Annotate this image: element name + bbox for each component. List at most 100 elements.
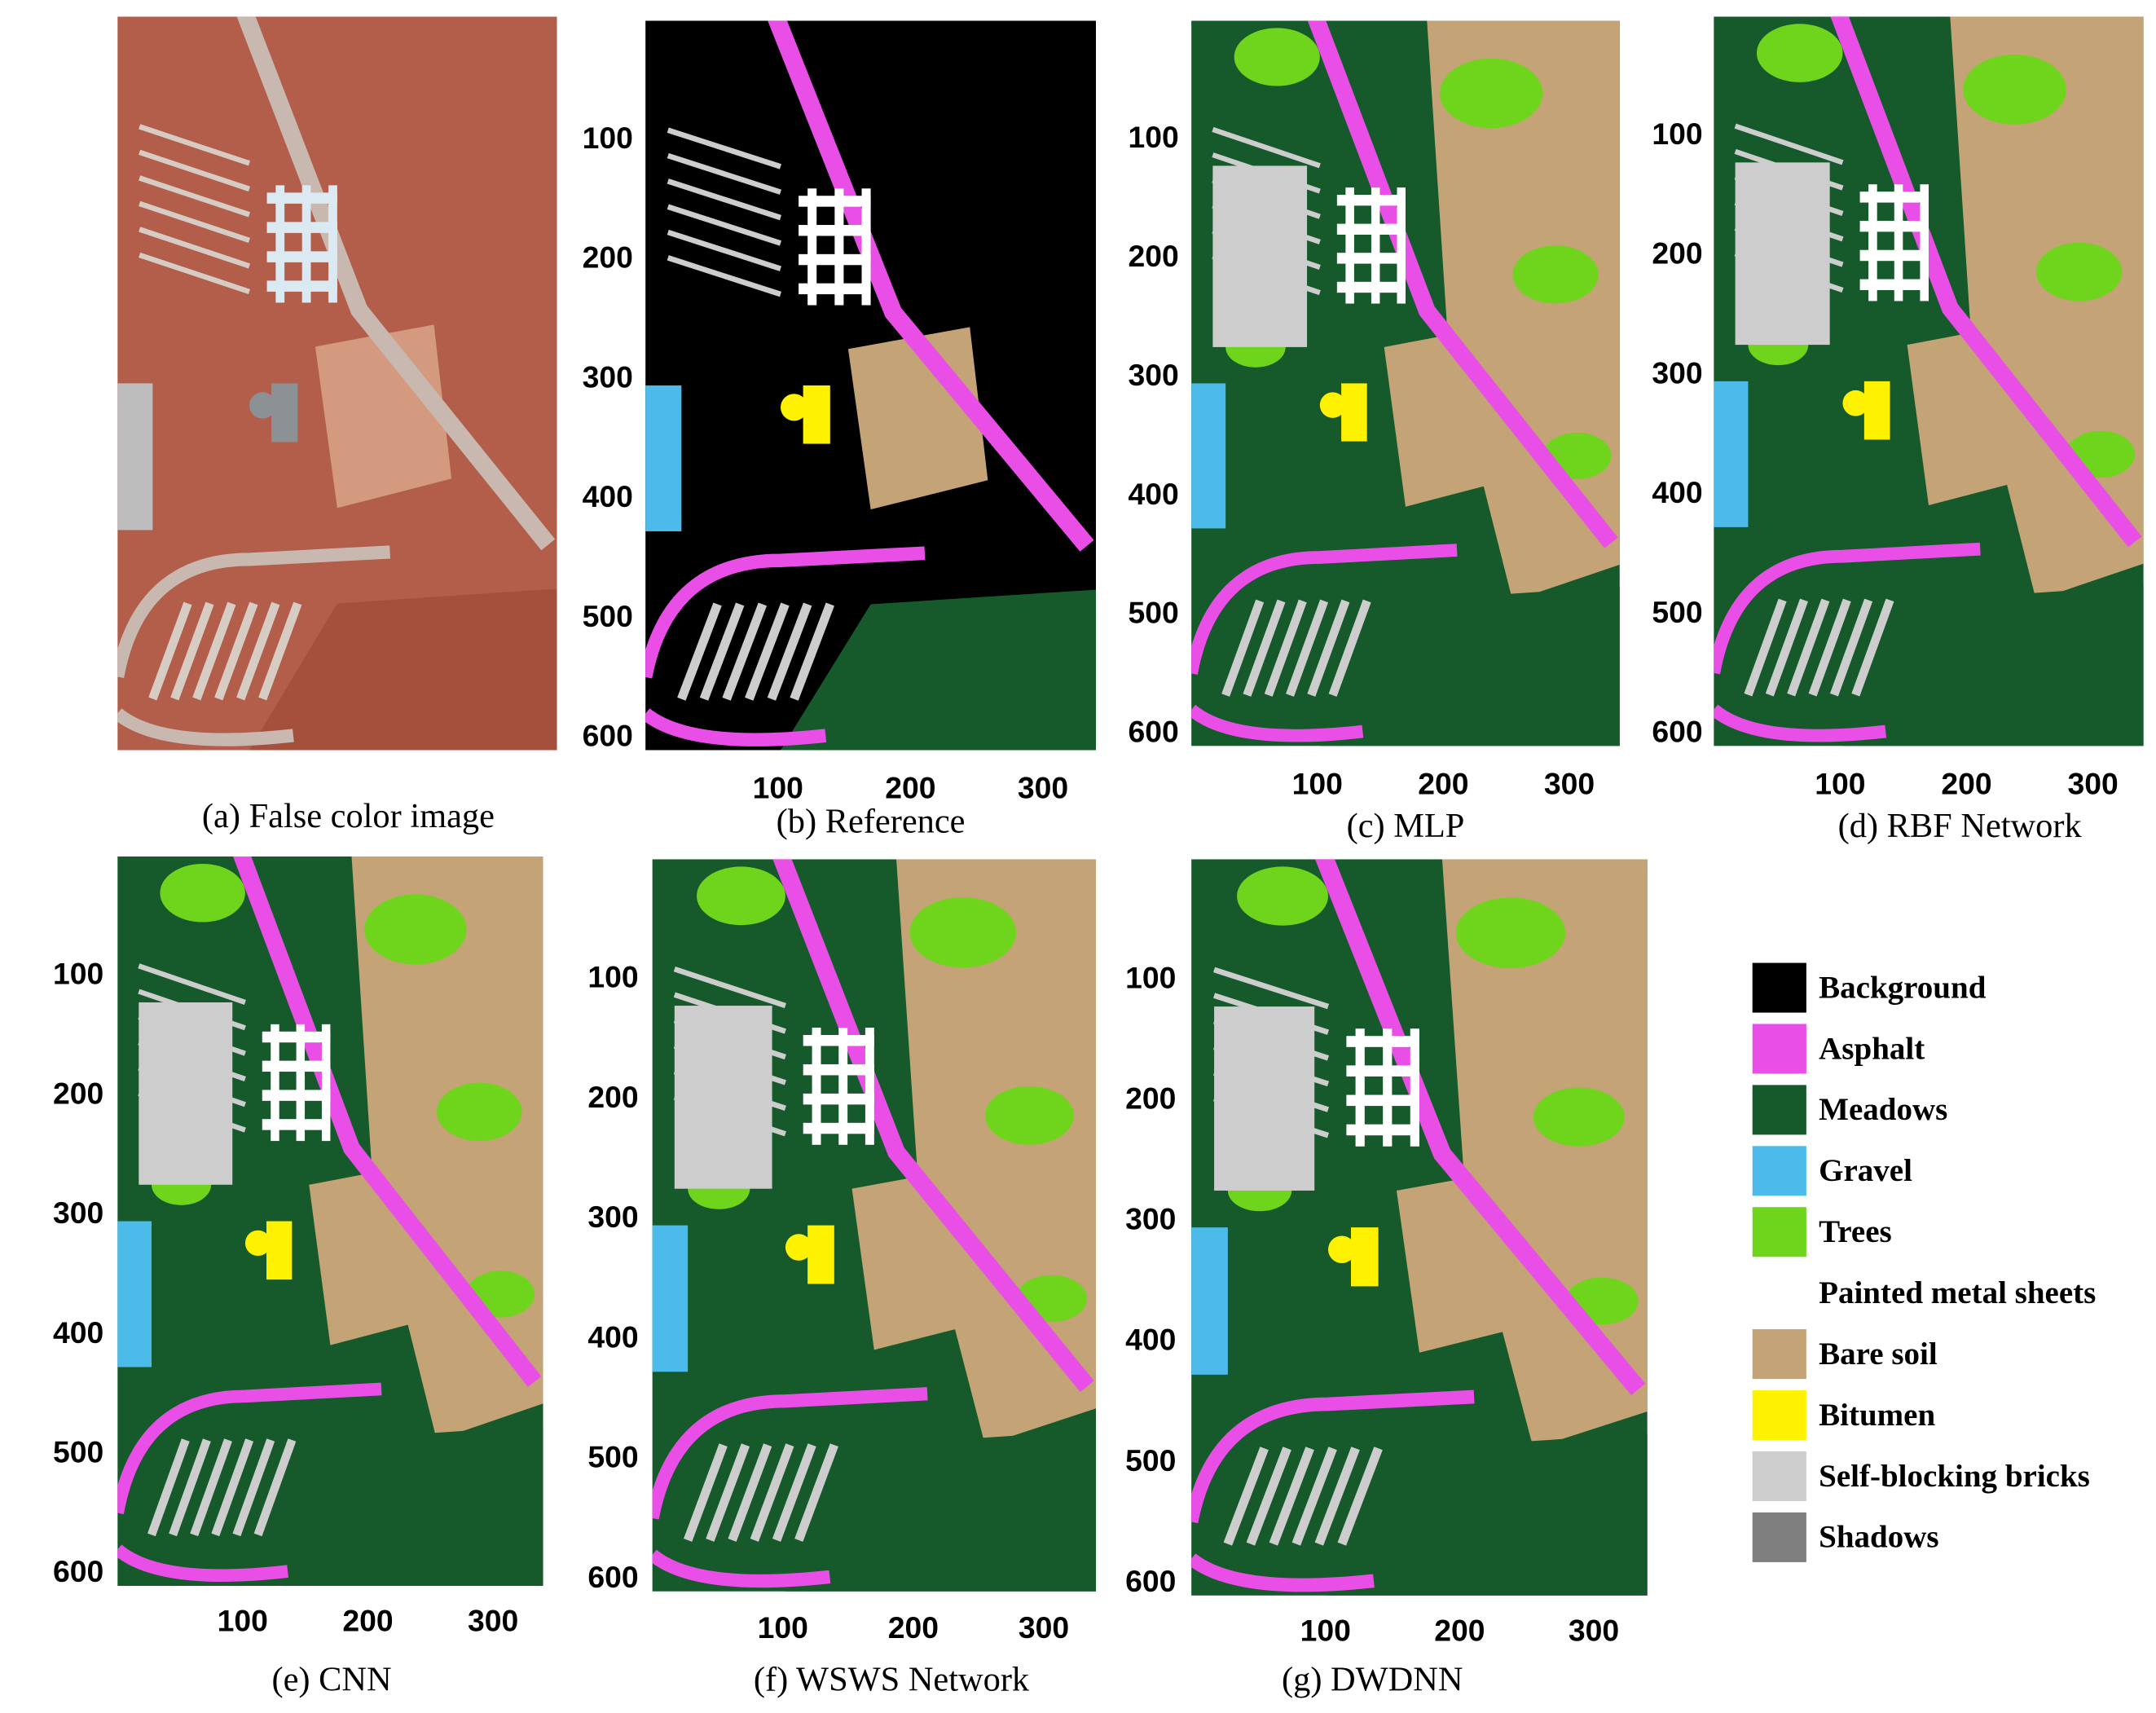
legend-swatch [1752, 1085, 1806, 1135]
bricks [1787, 598, 1830, 697]
bricks [253, 1438, 297, 1537]
legend-label: Bare soil [1819, 1336, 1938, 1372]
metal-sheet [1894, 184, 1903, 302]
legend-label: Meadows [1819, 1092, 1947, 1127]
metal-sheet [807, 188, 817, 306]
road-curve [117, 545, 391, 678]
bricks [138, 963, 246, 1005]
bricks [236, 601, 280, 701]
bricks [667, 255, 782, 297]
meadow-field [1328, 1433, 1648, 1596]
legend-label: Bitumen [1819, 1398, 1935, 1433]
road [1307, 20, 1618, 548]
bricks [1734, 123, 1844, 165]
bricks [722, 602, 768, 701]
legend-swatch [1752, 962, 1806, 1013]
legend-swatch [1752, 1024, 1806, 1074]
legend-swatch [1752, 1329, 1806, 1380]
bitumen [249, 392, 276, 419]
bricks [767, 602, 812, 701]
road [1830, 16, 2142, 548]
x-tick-label: 200 [888, 1610, 939, 1645]
bricks [138, 1014, 246, 1056]
tree-patch [697, 866, 785, 926]
bricks [1212, 126, 1321, 169]
bricks [667, 127, 782, 170]
bricks [750, 1443, 794, 1542]
bitumen [803, 385, 830, 444]
y-tick-label: 400 [1125, 1323, 1176, 1357]
bricks [169, 1438, 211, 1537]
bricks [1291, 1447, 1337, 1546]
bitumen [266, 1221, 293, 1280]
panel-caption: (f) WSWS Network [754, 1660, 1030, 1698]
y-tick-label: 100 [1652, 117, 1702, 151]
tree-patch [1756, 24, 1843, 82]
metal-sheet [838, 1028, 848, 1145]
gravel [1191, 1227, 1228, 1375]
tree-patch [1455, 897, 1566, 969]
road-curve [645, 546, 926, 679]
metal-sheet [296, 1024, 306, 1142]
metal-sheet [1920, 184, 1929, 302]
metal-sheet [1868, 184, 1877, 302]
bricks [1213, 1044, 1330, 1087]
legend-swatch [1752, 1207, 1806, 1257]
bricks [170, 601, 214, 701]
bricks [192, 601, 236, 701]
bitumen [271, 383, 298, 443]
bricks [673, 1094, 786, 1137]
bricks [138, 1090, 246, 1133]
bricks [1212, 253, 1321, 296]
panel-caption: (a) False color image [202, 797, 495, 835]
bricks [673, 1017, 786, 1060]
panel-caption: (b) Reference [777, 803, 966, 841]
map-panel [1714, 16, 2144, 746]
bitumen [780, 394, 808, 421]
bricks [1213, 967, 1330, 1010]
legend-swatch [1752, 1451, 1806, 1501]
bricks [1734, 148, 1844, 191]
bricks [667, 152, 782, 195]
legend-label: Gravel [1819, 1153, 1912, 1188]
bricks [1307, 599, 1350, 697]
y-tick-label: 200 [53, 1076, 103, 1110]
bitumen [807, 1225, 834, 1284]
tree-patch [984, 1085, 1074, 1145]
bricks [1829, 598, 1873, 697]
metal-sheet [1397, 187, 1406, 304]
road [1314, 859, 1646, 1396]
metal-sheet [328, 185, 337, 303]
bitumen [1319, 392, 1346, 418]
legend-label: Asphalt [1819, 1031, 1925, 1066]
y-tick-label: 100 [587, 960, 638, 994]
x-tick-label: 300 [468, 1604, 518, 1638]
bricks [1328, 599, 1371, 697]
y-tick-label: 400 [1652, 475, 1702, 509]
bricks [1734, 225, 1844, 267]
bricks [139, 124, 251, 166]
tree-patch [1963, 54, 2066, 125]
bricks [1765, 598, 1808, 697]
x-tick-label: 100 [1300, 1614, 1351, 1648]
metal-sheet [834, 188, 844, 306]
x-tick-label: 300 [1569, 1614, 1619, 1648]
metal-sheet [1345, 187, 1354, 304]
tree-patch [364, 894, 467, 965]
bricks [139, 149, 251, 192]
gravel [652, 1225, 689, 1372]
tree-patch [1533, 1087, 1625, 1147]
map-panel [1191, 20, 1620, 746]
metal-sheet [812, 1028, 821, 1145]
y-tick-label: 300 [587, 1200, 638, 1234]
bitumen [1842, 390, 1869, 416]
y-tick-label: 600 [587, 1560, 638, 1594]
legend-swatch [1752, 1512, 1806, 1562]
x-tick-label: 200 [1941, 766, 1991, 800]
legend-label: Background [1819, 970, 1987, 1005]
panel-caption: (g) DWDNN [1282, 1660, 1463, 1698]
bricks [699, 602, 745, 701]
x-tick-label: 100 [753, 770, 803, 804]
bricks [1734, 200, 1844, 242]
y-tick-label: 300 [583, 359, 633, 394]
